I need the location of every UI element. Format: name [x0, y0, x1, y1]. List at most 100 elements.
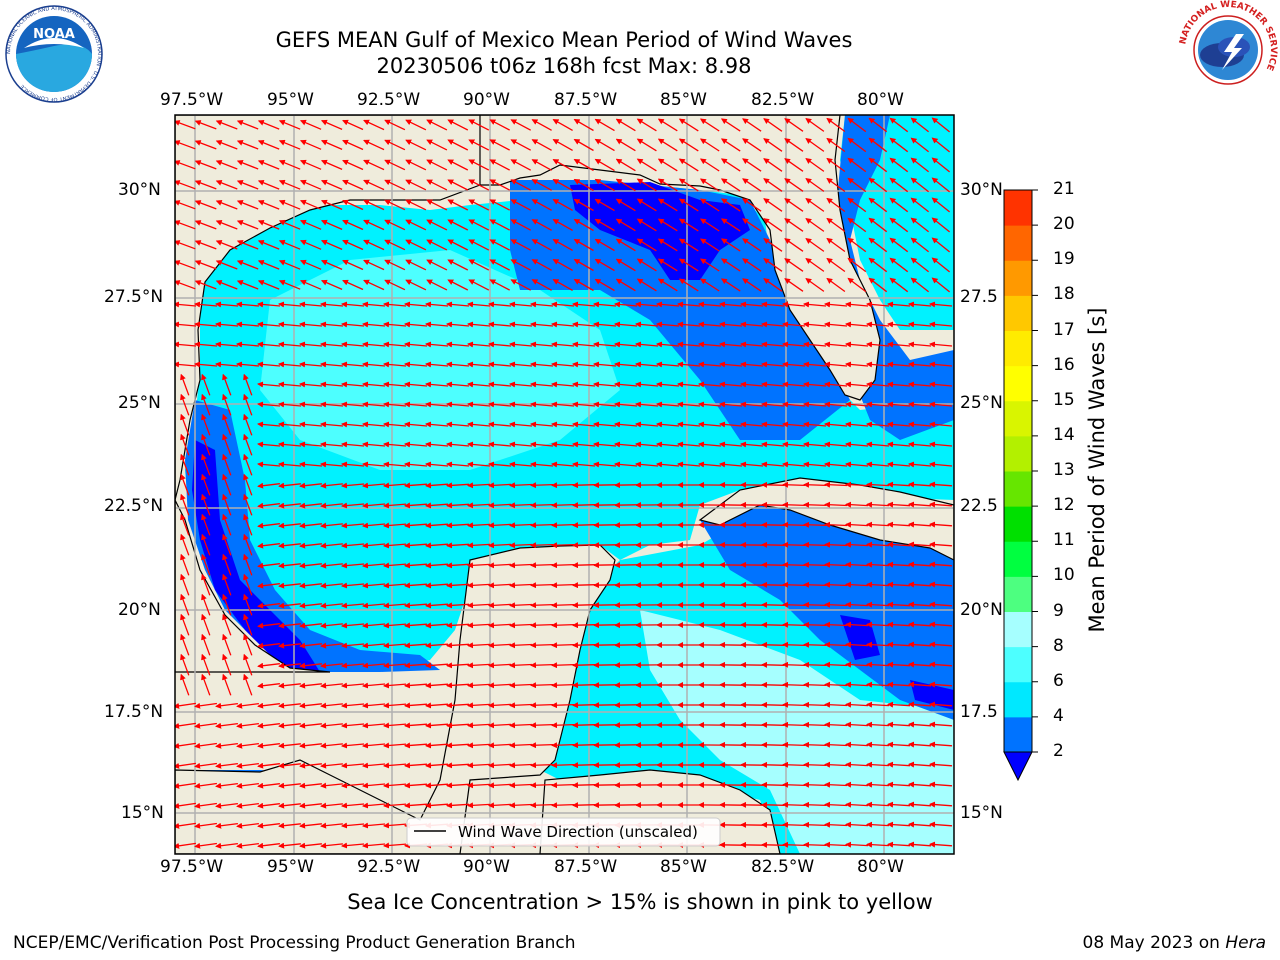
wind-wave-arrow — [194, 280, 217, 290]
wind-wave-arrow — [531, 219, 552, 231]
wind-wave-arrow — [573, 278, 594, 292]
lat-tick-left: 15°N — [121, 803, 164, 823]
wind-wave-arrow — [510, 119, 532, 131]
wind-wave-arrow — [488, 542, 512, 549]
wind-wave-arrow — [866, 481, 890, 488]
wind-wave-arrow — [175, 140, 196, 150]
wind-wave-arrow — [243, 473, 253, 496]
wind-wave-arrow — [803, 341, 827, 348]
wind-wave-arrow — [740, 421, 764, 428]
wind-wave-arrow — [222, 373, 232, 396]
wind-wave-arrow — [845, 501, 869, 508]
wind-wave-arrow — [467, 401, 491, 408]
wind-wave-arrow — [405, 199, 427, 211]
wind-wave-arrow — [194, 220, 217, 230]
wind-wave-arrow — [635, 441, 659, 448]
wind-wave-arrow — [803, 841, 827, 848]
wind-wave-arrow — [908, 561, 932, 568]
wind-wave-arrow — [509, 562, 533, 569]
wind-wave-arrow — [887, 661, 911, 668]
wind-wave-arrow — [362, 562, 386, 569]
wind-wave-arrow — [215, 321, 239, 328]
wind-wave-arrow — [299, 179, 322, 190]
wind-wave-arrow — [236, 140, 259, 150]
wind-wave-arrow — [446, 542, 470, 549]
wind-wave-arrow — [782, 821, 806, 828]
wind-wave-arrow — [175, 341, 197, 348]
wind-wave-arrow — [824, 401, 848, 408]
wind-wave-arrow — [635, 321, 659, 328]
wind-wave-arrow — [405, 159, 427, 171]
wind-wave-arrow — [761, 801, 785, 808]
wind-wave-arrow — [782, 701, 806, 708]
wind-wave-arrow — [467, 321, 491, 328]
wind-wave-arrow — [363, 219, 385, 231]
footer-machine: Hera — [1225, 933, 1266, 953]
wind-wave-arrow — [299, 522, 322, 529]
wind-wave-arrow — [910, 257, 930, 273]
wind-wave-arrow — [468, 119, 490, 131]
wind-wave-arrow — [320, 482, 343, 489]
wind-wave-arrow — [868, 277, 888, 293]
wind-wave-arrow — [552, 199, 573, 211]
wind-wave-arrow — [824, 441, 848, 448]
wind-wave-arrow — [447, 179, 469, 191]
wind-wave-arrow — [719, 441, 743, 448]
wind-wave-arrow — [278, 602, 301, 609]
wind-wave-arrow — [341, 482, 365, 489]
wind-wave-arrow — [551, 381, 575, 388]
wind-wave-arrow — [657, 118, 678, 132]
wind-wave-arrow — [175, 280, 196, 290]
wind-wave-arrow — [742, 158, 762, 172]
wind-wave-arrow — [530, 622, 554, 629]
wind-wave-arrow — [446, 361, 470, 368]
wind-wave-arrow — [636, 178, 657, 192]
wind-wave-arrow — [740, 461, 764, 468]
wind-wave-arrow — [889, 257, 909, 273]
wind-wave-arrow — [243, 453, 253, 476]
wind-wave-arrow — [447, 219, 469, 231]
wind-wave-arrow — [320, 259, 343, 270]
wind-wave-arrow — [426, 259, 448, 271]
wind-wave-arrow — [636, 278, 657, 292]
wind-wave-arrow — [509, 421, 533, 428]
wind-wave-arrow — [320, 159, 343, 170]
wind-wave-arrow — [341, 441, 365, 448]
wind-wave-arrow — [635, 361, 659, 368]
wind-wave-arrow — [299, 461, 323, 468]
wind-wave-arrow — [887, 481, 911, 488]
wind-wave-arrow — [551, 702, 575, 709]
wind-wave-arrow — [509, 461, 533, 468]
wind-wave-arrow — [866, 501, 890, 508]
wind-wave-arrow — [887, 641, 911, 648]
wind-wave-arrow — [847, 137, 867, 153]
wind-wave-arrow — [467, 381, 491, 388]
wind-wave-arrow — [320, 199, 343, 210]
wind-wave-arrow — [720, 198, 741, 212]
wind-wave-arrow — [509, 582, 533, 589]
wind-wave-arrow — [320, 119, 343, 130]
wind-wave-arrow — [299, 301, 323, 308]
wind-wave-arrow — [929, 441, 953, 448]
wind-wave-arrow — [847, 237, 867, 253]
wind-wave-arrow — [299, 622, 322, 629]
wind-wave-arrow — [594, 238, 615, 252]
wind-wave-arrow — [215, 260, 238, 270]
wind-wave-arrow — [222, 473, 232, 496]
wind-wave-arrow — [845, 581, 869, 588]
wind-wave-arrow — [572, 461, 596, 468]
wind-wave-arrow — [467, 542, 491, 549]
wind-wave-arrow — [488, 602, 512, 609]
wind-wave-arrow — [468, 239, 490, 251]
wind-wave-arrow — [761, 581, 785, 588]
wind-wave-arrow — [222, 393, 232, 416]
wind-wave-arrow — [826, 257, 846, 273]
wind-wave-arrow — [222, 553, 232, 576]
wind-wave-arrow — [572, 401, 596, 408]
wind-wave-arrow — [761, 441, 785, 448]
colorbar-tick-label: 15 — [1053, 389, 1075, 410]
wind-wave-arrow — [489, 219, 511, 231]
wind-wave-arrow — [175, 120, 196, 130]
lat-tick-right: 25°N — [960, 393, 1003, 413]
wind-wave-arrow — [299, 602, 322, 609]
